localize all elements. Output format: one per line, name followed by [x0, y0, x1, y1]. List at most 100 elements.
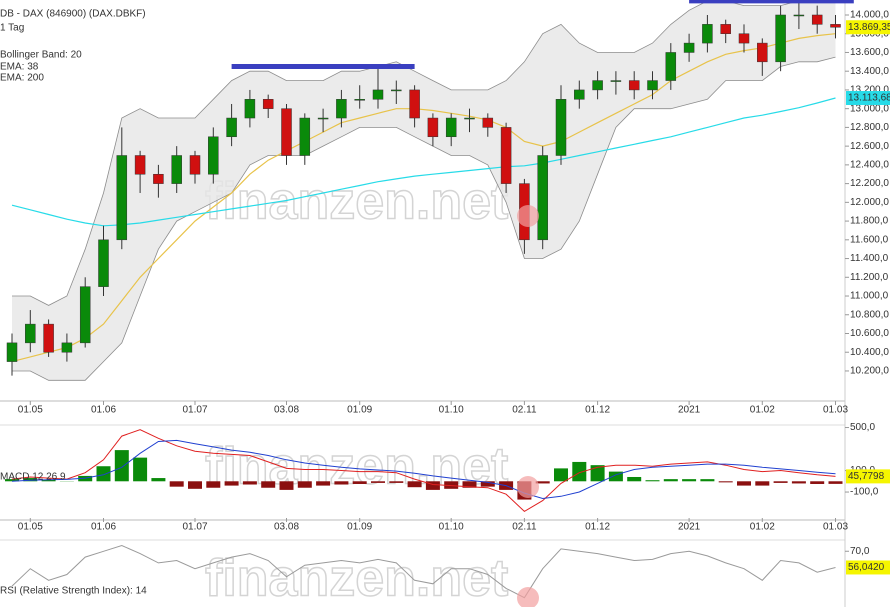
legend-entry: EMA: 38	[0, 62, 39, 73]
histogram-bar	[407, 481, 422, 488]
rsi-line	[11, 544, 836, 599]
watermark: finanzen.net	[205, 438, 508, 496]
value-box	[846, 560, 890, 575]
candle-body	[574, 89, 585, 100]
chart-title: DB - DAX (846900) (DAX.DBKF)	[0, 9, 146, 20]
candle-body	[757, 42, 768, 63]
value-label: 13.869,35	[848, 22, 890, 33]
x-tick-label: 01.07	[182, 522, 207, 533]
candle-body	[25, 323, 36, 344]
candle-body	[98, 239, 109, 287]
x-tick-label: 01.07	[182, 405, 207, 416]
candle-body	[555, 99, 567, 156]
histogram-bar	[188, 481, 202, 489]
x-tick-label: 01.10	[439, 405, 464, 416]
candle-body	[153, 173, 164, 184]
candle-body	[811, 14, 823, 25]
x-tick-label: 01.03	[823, 522, 848, 533]
y-tick-label: 11.400,0	[850, 253, 889, 264]
x-tick-label: 01.12	[585, 522, 610, 533]
candle-body	[775, 14, 786, 63]
y-tick-label: 11.600,0	[850, 234, 889, 245]
x-tick-label: 03.08	[274, 522, 299, 533]
watermark: finanzen.net	[205, 173, 508, 231]
candle-body	[500, 127, 512, 184]
histogram-bar	[224, 481, 239, 486]
y-tick-label: 10.800,0	[850, 309, 889, 320]
watermark-dot	[517, 587, 539, 607]
x-tick-label: 01.02	[750, 405, 775, 416]
legend-entry: EMA: 200	[0, 73, 44, 84]
y-tick-label: 13.600,0	[850, 47, 889, 58]
histogram-bar	[316, 481, 331, 486]
histogram-bar	[425, 481, 440, 490]
value-box	[846, 20, 890, 35]
x-tick-label: 01.06	[91, 522, 116, 533]
candle-body	[372, 89, 384, 100]
histogram-bar	[389, 481, 404, 483]
x-tick-label: 01.10	[439, 522, 464, 533]
ema-line	[11, 33, 836, 363]
histogram-bar	[645, 480, 660, 482]
x-tick-label: 01.03	[823, 405, 848, 416]
candle-body	[738, 33, 750, 44]
candle-body	[208, 136, 219, 175]
histogram-bar	[297, 481, 312, 488]
x-tick-label: 01.05	[18, 522, 43, 533]
y-tick-label: 70,0	[850, 546, 870, 557]
value-label: 13.113,68	[848, 93, 890, 104]
histogram-bar	[151, 478, 166, 482]
y-tick-label: 12.600,0	[850, 141, 889, 152]
y-tick-label: 12.000,0	[850, 197, 889, 208]
candle-body	[299, 117, 311, 156]
y-tick-label: 11.200,0	[850, 272, 889, 283]
candle-body	[262, 99, 274, 109]
candle-body	[171, 155, 182, 184]
ema-line	[11, 97, 836, 227]
y-tick-label: 12.800,0	[850, 122, 889, 133]
bollinger-lower	[12, 56, 836, 381]
x-tick-label: 01.06	[91, 405, 116, 416]
candle-body	[43, 323, 54, 353]
value-label: 56,0420	[848, 562, 885, 573]
histogram-bar	[41, 479, 56, 482]
histogram-bar	[261, 481, 276, 488]
candle-body	[665, 52, 677, 81]
y-tick-label: 13.000,0	[850, 103, 889, 114]
candle-body	[391, 89, 402, 92]
y-tick-label: 12.200,0	[850, 178, 889, 189]
candle-body	[281, 108, 292, 156]
x-tick-label: 02.11	[512, 405, 537, 416]
macd-line	[11, 429, 836, 513]
histogram-bar	[554, 468, 568, 482]
histogram-bar	[700, 479, 715, 482]
histogram-bar	[773, 481, 788, 483]
candle-body	[317, 117, 329, 120]
histogram-bar	[78, 475, 93, 482]
histogram-bar	[352, 481, 367, 484]
histogram-bar	[169, 481, 184, 487]
x-tick-label: 2021	[678, 522, 701, 533]
x-tick-label: 01.12	[585, 405, 610, 416]
macd-line	[11, 439, 836, 500]
histogram-bar	[737, 481, 751, 486]
candle-body	[464, 117, 475, 120]
candle-body	[354, 99, 365, 101]
histogram-bar	[682, 479, 697, 482]
candle-body	[628, 80, 640, 91]
histogram-bar	[791, 481, 806, 484]
histogram-bar	[444, 481, 459, 489]
y-tick-label: 12.400,0	[850, 160, 889, 171]
histogram-bar	[480, 481, 495, 487]
x-tick-label: 01.09	[347, 522, 372, 533]
candle-body	[427, 117, 439, 138]
x-tick-label: 01.02	[750, 522, 775, 533]
y-tick-label: 500,0	[850, 422, 875, 433]
histogram-bar	[608, 471, 623, 482]
candle-body	[793, 14, 805, 17]
y-tick-label: 11.000,0	[850, 291, 889, 302]
candle-body	[445, 117, 457, 138]
candle-body	[647, 80, 658, 91]
chart-subtitle: 1 Tag	[0, 23, 24, 34]
